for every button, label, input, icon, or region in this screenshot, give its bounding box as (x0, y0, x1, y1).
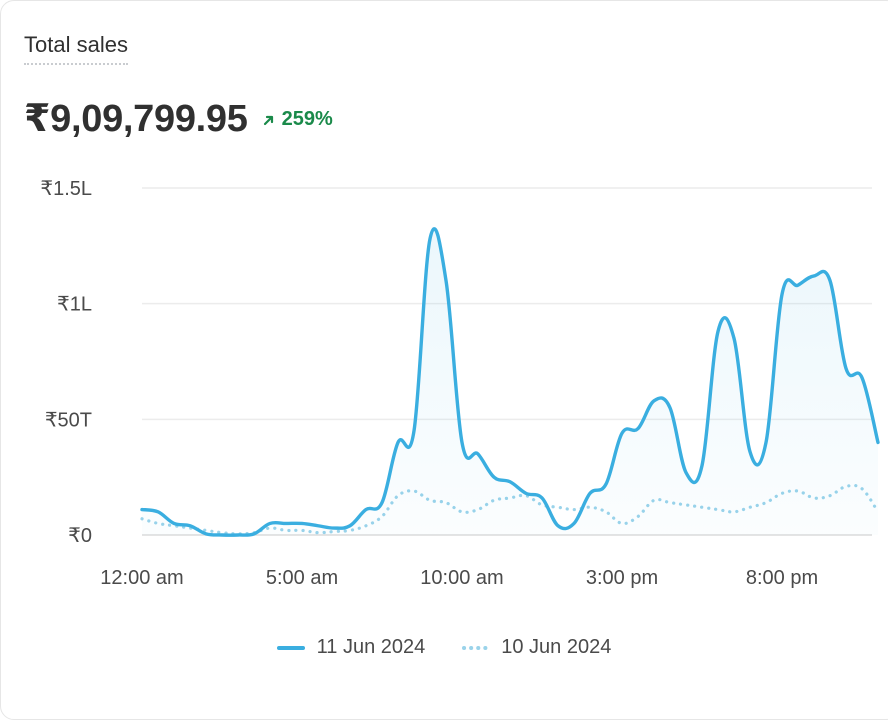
sales-chart[interactable]: ₹0 ₹50T ₹1L ₹1.5L 12:00 am 5:00 am 10:00 am 3:… (0, 0, 888, 692)
x-tick-label: 8:00 pm (746, 567, 818, 589)
y-tick-label: ₹50T (45, 409, 92, 431)
legend-label-current: 11 Jun 2024 (316, 636, 426, 658)
x-tick-label: 10:00 am (420, 567, 503, 589)
x-tick-label: 12:00 am (100, 567, 183, 589)
arrow-up-right-icon (263, 115, 273, 125)
dotted-line-swatch-icon (462, 645, 490, 650)
legend-item-current[interactable]: 11 Jun 2024 (276, 636, 426, 659)
chart-legend: 11 Jun 2024 10 Jun 2024 (0, 636, 888, 659)
change-value: 259% (281, 108, 333, 130)
y-tick-label: ₹0 (68, 525, 92, 547)
x-tick-label: 5:00 am (266, 567, 338, 589)
series-area-current (142, 228, 878, 536)
y-tick-label: ₹1.5L (40, 178, 92, 200)
card-title[interactable]: Total sales (24, 32, 128, 65)
x-tick-label: 3:00 pm (586, 567, 658, 589)
series-line-current[interactable] (140, 227, 880, 537)
change-badge: 259% (262, 108, 333, 131)
y-tick-label: ₹1L (57, 294, 92, 316)
legend-label-previous: 10 Jun 2024 (501, 636, 612, 658)
headline: ₹9,09,799.95 259% (24, 96, 333, 141)
legend-item-previous[interactable]: 10 Jun 2024 (461, 636, 611, 659)
total-value: ₹9,09,799.95 (24, 98, 248, 140)
solid-line-swatch-icon (276, 645, 305, 650)
